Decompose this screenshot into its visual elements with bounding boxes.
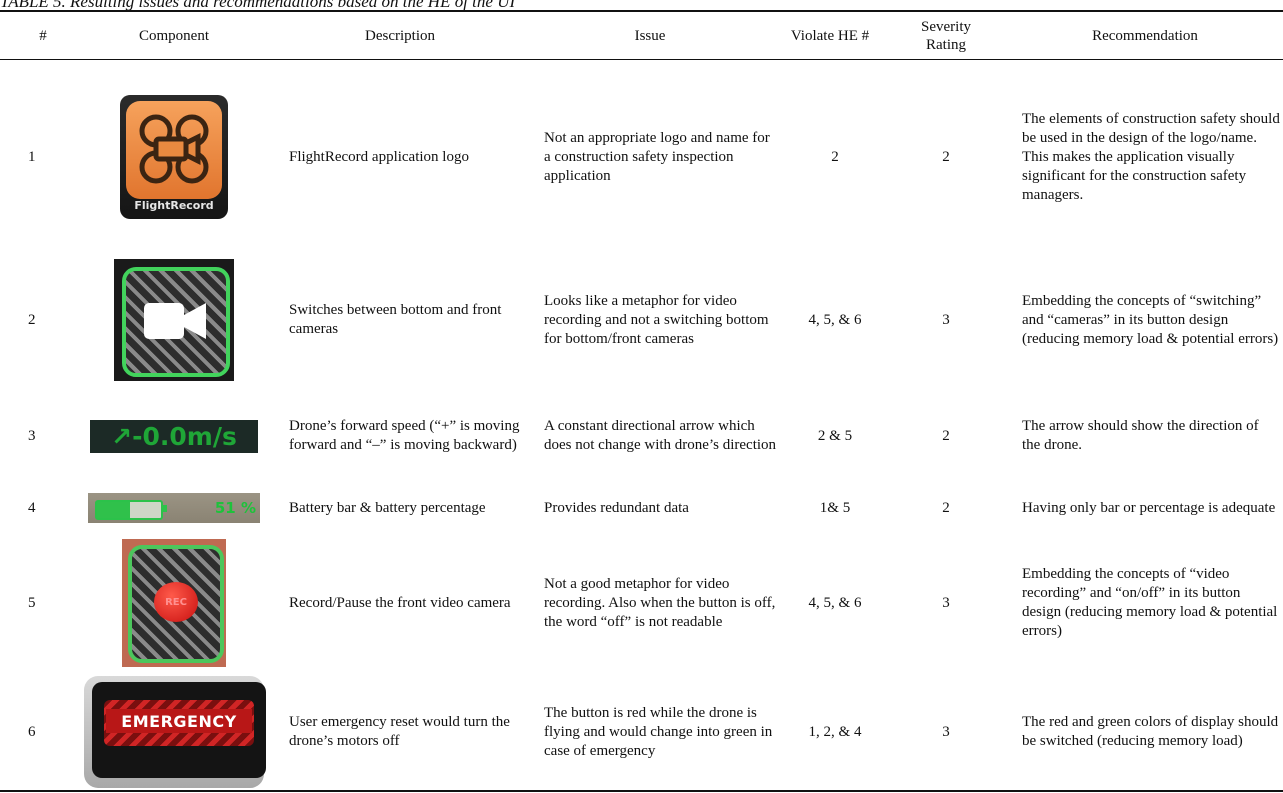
row-number: 3 bbox=[28, 427, 36, 444]
header-component: Component bbox=[139, 27, 209, 44]
table-row: 4 51 % Battery bar & battery percentage … bbox=[0, 484, 1283, 532]
header-issue: Issue bbox=[634, 27, 666, 44]
component-cell: FlightRecord bbox=[84, 62, 264, 252]
row-number: 6 bbox=[28, 723, 36, 740]
component-cell bbox=[84, 252, 264, 388]
row-number: 5 bbox=[28, 594, 36, 611]
row-severity: 2 bbox=[942, 427, 950, 444]
emergency-button-icon: EMERGENCY bbox=[84, 676, 266, 788]
row-description: Battery bar & battery percentage bbox=[289, 499, 486, 516]
header-description: Description bbox=[365, 27, 435, 44]
table-caption: TABLE 5. Resulting issues and recommenda… bbox=[0, 0, 516, 11]
row-description: Switches between bottom and front camera… bbox=[289, 302, 502, 337]
row-severity: 3 bbox=[942, 311, 950, 328]
row-description: User emergency reset would turn the dron… bbox=[289, 714, 510, 749]
row-violate-he: 2 & 5 bbox=[817, 427, 853, 444]
row-recommendation: The arrow should show the direction of t… bbox=[1022, 418, 1259, 453]
component-cell: ↗-0.0m/s bbox=[84, 388, 264, 484]
flightrecord-logo-label: FlightRecord bbox=[134, 199, 214, 212]
row-number: 2 bbox=[28, 311, 36, 328]
row-recommendation: The elements of construction safety shou… bbox=[1022, 110, 1280, 203]
header-number: # bbox=[39, 27, 47, 44]
row-issue: Provides redundant data bbox=[544, 499, 689, 516]
row-number: 4 bbox=[28, 499, 36, 516]
header-severity-rating: Severity Rating bbox=[921, 18, 971, 53]
row-severity: 2 bbox=[942, 499, 950, 516]
row-number: 1 bbox=[28, 148, 36, 165]
row-recommendation: Embedding the concepts of “switching” an… bbox=[1022, 292, 1279, 347]
component-cell: REC bbox=[84, 532, 264, 674]
row-description: Record/Pause the front video camera bbox=[289, 594, 511, 611]
table-row: 2 Switches between bottom and front came… bbox=[0, 252, 1283, 388]
record-button-icon: REC bbox=[122, 539, 226, 667]
row-issue: Looks like a metaphor for video recordin… bbox=[544, 292, 769, 347]
row-severity: 2 bbox=[942, 148, 950, 165]
row-description: Drone’s forward speed (“+” is moving for… bbox=[289, 418, 520, 453]
table-top-rule bbox=[0, 10, 1283, 12]
row-issue: A constant directional arrow which does … bbox=[544, 418, 777, 453]
battery-fill bbox=[97, 502, 130, 518]
component-cell: 51 % bbox=[84, 484, 264, 532]
row-description: FlightRecord application logo bbox=[289, 148, 469, 165]
table-header-rule bbox=[0, 59, 1283, 60]
battery-icon: 51 % bbox=[88, 493, 260, 523]
row-issue: Not a good metaphor for video recording.… bbox=[544, 575, 776, 630]
table-row: 3 ↗-0.0m/s Drone’s forward speed (“+” is… bbox=[0, 388, 1283, 484]
row-issue: The button is red while the drone is fly… bbox=[544, 704, 773, 759]
row-violate-he: 1, 2, & 4 bbox=[808, 723, 862, 740]
table-row: 1 FlightRecord FlightRecord application … bbox=[0, 62, 1283, 252]
emergency-button-label: EMERGENCY bbox=[106, 709, 252, 733]
component-cell: EMERGENCY bbox=[84, 674, 266, 790]
header-recommendation: Recommendation bbox=[1092, 27, 1198, 44]
row-recommendation: Having only bar or percentage is adequat… bbox=[1022, 499, 1276, 516]
row-violate-he: 1& 5 bbox=[819, 499, 851, 516]
row-recommendation: Embedding the concepts of “video recordi… bbox=[1022, 566, 1278, 639]
row-severity: 3 bbox=[942, 594, 950, 611]
flightrecord-logo-icon: FlightRecord bbox=[120, 95, 228, 219]
header-violate-he: Violate HE # bbox=[790, 27, 870, 44]
record-button-label: REC bbox=[154, 582, 198, 622]
row-violate-he: 4, 5, & 6 bbox=[808, 594, 862, 611]
row-violate-he: 4, 5, & 6 bbox=[808, 311, 862, 328]
row-issue: Not an appropriate logo and name for a c… bbox=[544, 129, 770, 184]
table-row: 6 EMERGENCY User emergency reset would t… bbox=[0, 674, 1283, 790]
table-bottom-rule bbox=[0, 790, 1283, 792]
battery-percentage-label: 51 % bbox=[214, 499, 256, 517]
row-violate-he: 2 bbox=[831, 148, 839, 165]
speed-indicator-icon: ↗-0.0m/s bbox=[90, 419, 258, 453]
row-recommendation: The red and green colors of display shou… bbox=[1022, 714, 1279, 749]
table-row: 5 REC Record/Pause the front video camer… bbox=[0, 532, 1283, 674]
video-camera-icon bbox=[114, 259, 234, 381]
row-severity: 3 bbox=[942, 723, 950, 740]
